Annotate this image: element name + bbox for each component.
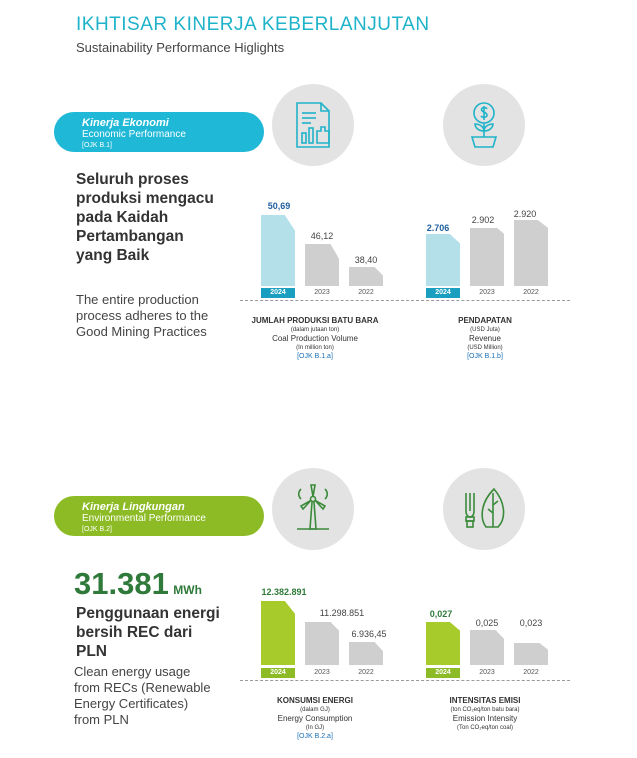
energy-caption-en: Energy Consumption [277, 714, 353, 723]
economic-pill-title-id: Kinerja Ekonomi [82, 117, 169, 129]
economic-subtext: The entire production process adheres to… [76, 292, 209, 339]
revenue-year-2024: 2024 [426, 288, 460, 298]
environmental-headline: Penggunaan energi bersih REC dari PLN [76, 605, 220, 660]
coal-bar-2022-label: 38,40 [354, 255, 378, 265]
rec-energy-value: 31.381 [74, 566, 169, 601]
energy-bar-2023-label: 11.298.851 [319, 608, 365, 618]
energy-bar-2023 [305, 622, 339, 665]
economic-pill-ref: [OJK B.1] [82, 142, 112, 149]
coal-bar-2023-label: 46,12 [310, 231, 334, 241]
emission-caption-id-unit: (ton CO₂eq/ton batu bara) [450, 707, 520, 713]
emission-bar-2022 [514, 643, 548, 665]
rec-energy-metric: 31.381 MWh [74, 566, 202, 602]
revenue-caption-ref: [OJK B.1.b] [467, 353, 503, 360]
emission-caption-en-unit: (Ton CO₂eq/ton coal) [456, 725, 514, 731]
coal-caption-ref: [OJK B.1.a] [297, 353, 333, 360]
coal-year-2023: 2023 [314, 289, 330, 296]
coal-bar-2023 [305, 244, 339, 286]
coal-production-chart: 50,69 46,12 38,40 2024 2023 2022 [255, 195, 385, 305]
emission-bar-2023 [470, 630, 504, 665]
building-chart-icon [272, 84, 354, 166]
economic-headline: Seluruh proses produksi mengacu pada Kai… [76, 171, 214, 264]
economic-section-pill: Kinerja Ekonomi Economic Performance [OJ… [54, 112, 264, 152]
revenue-bar-2023-label: 2.902 [471, 215, 495, 225]
emission-year-2022: 2022 [523, 669, 539, 676]
energy-year-2023: 2023 [314, 669, 330, 676]
revenue-bar-2024-label: 2.706 [426, 223, 450, 233]
revenue-caption-id: PENDAPATAN [458, 316, 512, 325]
revenue-year-2022: 2022 [523, 289, 539, 296]
coal-caption-id-unit: (dalam jutaan ton) [290, 327, 340, 333]
emission-year-2024: 2024 [426, 668, 460, 678]
emission-caption-en: Emission Intensity [452, 714, 518, 723]
economic-pill-title-en: Economic Performance [82, 129, 186, 140]
energy-bar-2022 [349, 642, 383, 665]
emission-bar-2023-label: 0,025 [475, 618, 499, 628]
environmental-section-pill: Kinerja Lingkungan Environmental Perform… [54, 496, 264, 536]
coal-bar-2022 [349, 267, 383, 286]
page-title: IKHTISAR KINERJA KEBERLANJUTAN [76, 14, 430, 35]
eco-bulb-leaf-icon [443, 468, 525, 550]
money-plant-icon [443, 84, 525, 166]
revenue-caption: PENDAPATAN (USD Juta) Revenue (USD Milli… [410, 316, 560, 362]
revenue-caption-en: Revenue [468, 334, 502, 343]
energy-year-2024: 2024 [261, 668, 295, 678]
revenue-bar-2023 [470, 228, 504, 286]
revenue-bar-2024 [426, 234, 460, 286]
revenue-bar-2022-label: 2.920 [513, 209, 537, 219]
coal-bar-2024-label: 50,69 [267, 201, 291, 211]
economic-divider [240, 300, 570, 301]
environmental-pill-title-en: Environmental Performance [82, 513, 206, 524]
coal-production-caption: JUMLAH PRODUKSI BATU BARA (dalam jutaan … [240, 316, 390, 362]
coal-bar-2024 [261, 215, 295, 286]
energy-caption-id-unit: (dalam GJ) [300, 707, 330, 713]
energy-caption-ref: [OJK B.2.a] [297, 733, 333, 740]
coal-year-2022: 2022 [358, 289, 374, 296]
energy-caption-id: KONSUMSI ENERGI [276, 696, 353, 705]
rec-energy-unit: MWh [173, 583, 202, 597]
emission-year-2023: 2023 [479, 669, 495, 676]
emission-intensity-caption: INTENSITAS EMISI (ton CO₂eq/ton batu bar… [410, 696, 560, 732]
coal-year-2024: 2024 [261, 288, 295, 298]
energy-consumption-chart: 12.382.891 11.298.851 6.936,45 2024 2023… [255, 585, 387, 685]
coal-caption-en: Coal Production Volume [272, 334, 358, 343]
emission-bar-2024-label: 0,027 [429, 609, 453, 619]
revenue-bar-2022 [514, 220, 548, 286]
environmental-pill-title-id: Kinerja Lingkungan [82, 501, 185, 513]
energy-caption-en-unit: (In GJ) [305, 725, 325, 731]
revenue-chart: 2.706 2.902 2.920 2024 2023 2022 [420, 195, 550, 305]
coal-caption-en-unit: (In million ton) [296, 345, 334, 351]
emission-intensity-chart: 0,027 0,025 0,023 2024 2023 2022 [420, 585, 550, 685]
coal-caption-id: JUMLAH PRODUKSI BATU BARA [251, 316, 379, 325]
wind-turbine-icon [272, 468, 354, 550]
revenue-caption-id-unit: (USD Juta) [470, 327, 500, 333]
environmental-subtext: Clean energy usage from RECs (Renewable … [74, 664, 211, 727]
environmental-pill-ref: [OJK B.2] [82, 526, 112, 533]
emission-bar-2022-label: 0,023 [519, 618, 543, 628]
energy-consumption-caption: KONSUMSI ENERGI (dalam GJ) Energy Consum… [240, 696, 390, 742]
energy-bar-2024 [261, 601, 295, 665]
energy-bar-2022-label: 6.936,45 [351, 629, 387, 639]
energy-year-2022: 2022 [358, 669, 374, 676]
emission-bar-2024 [426, 622, 460, 665]
environmental-divider [240, 680, 570, 681]
emission-caption-id: INTENSITAS EMISI [449, 696, 521, 705]
revenue-year-2023: 2023 [479, 289, 495, 296]
revenue-caption-en-unit: (USD Million) [467, 345, 503, 351]
energy-bar-2024-label: 12.382.891 [261, 587, 307, 597]
page-subtitle: Sustainability Performance Higlights [76, 40, 285, 55]
